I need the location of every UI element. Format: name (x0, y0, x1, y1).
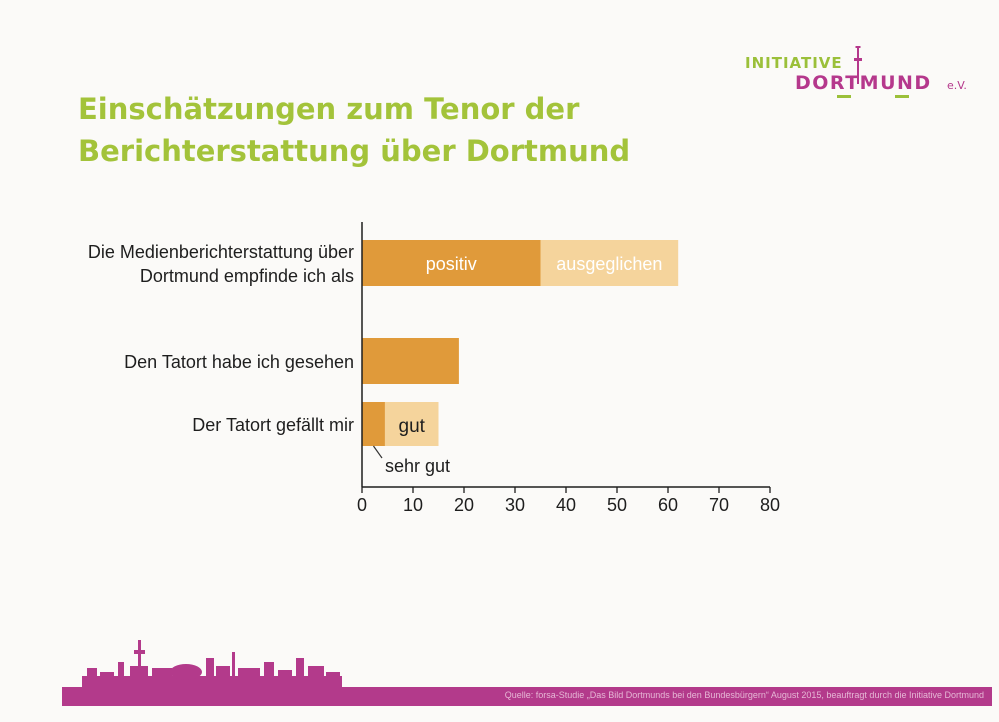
tv-tower-icon (854, 46, 862, 84)
bar-segment (362, 402, 385, 446)
source-note: Quelle: forsa-Studie „Das Bild Dortmunds… (504, 690, 984, 700)
segment-label: positiv (426, 254, 477, 274)
title-line-2: Berichterstattung über Dortmund (78, 134, 631, 168)
x-tick-label: 80 (760, 495, 780, 515)
logo-suffix: e.V. (947, 79, 967, 92)
bar-segment (384, 402, 439, 446)
logo: INITIATIVE DORTMUND e.V. (745, 46, 975, 98)
logo-top-text: INITIATIVE (745, 54, 843, 72)
x-tick-label: 20 (454, 495, 474, 515)
x-tick-label: 0 (357, 495, 367, 515)
logo-underline-2 (895, 95, 909, 98)
x-tick-label: 50 (607, 495, 627, 515)
bar-chart: Die Medienberichterstattung über Dortmund… (88, 222, 780, 515)
page-title: Einschätzungen zum Tenor der Berichterst… (78, 88, 630, 172)
x-tick-label: 60 (658, 495, 678, 515)
footer-band: Quelle: forsa-Studie „Das Bild Dortmunds… (62, 687, 992, 706)
category-label: Dortmund empfinde ich als (140, 266, 354, 286)
title-line-1: Einschätzungen zum Tenor der (78, 92, 580, 126)
city-skyline-icon (82, 640, 342, 688)
segment-label: ausgeglichen (556, 254, 662, 274)
logo-bottom-text: DORTMUND (795, 72, 932, 94)
bar-segment (362, 240, 541, 286)
category-label: Der Tatort gefällt mir (192, 415, 354, 435)
segment-label: gut (399, 416, 426, 437)
x-tick-label: 40 (556, 495, 576, 515)
x-tick-label: 10 (403, 495, 423, 515)
bar-segment (540, 240, 679, 286)
bar-segment (362, 338, 459, 384)
category-label: Den Tatort habe ich gesehen (124, 352, 354, 372)
category-label: Die Medienberichterstattung über (88, 242, 354, 262)
x-tick-label: 30 (505, 495, 525, 515)
leader-line (372, 445, 383, 459)
logo-underline-1 (837, 95, 851, 98)
segment-label: sehr gut (385, 456, 450, 476)
x-tick-label: 70 (709, 495, 729, 515)
